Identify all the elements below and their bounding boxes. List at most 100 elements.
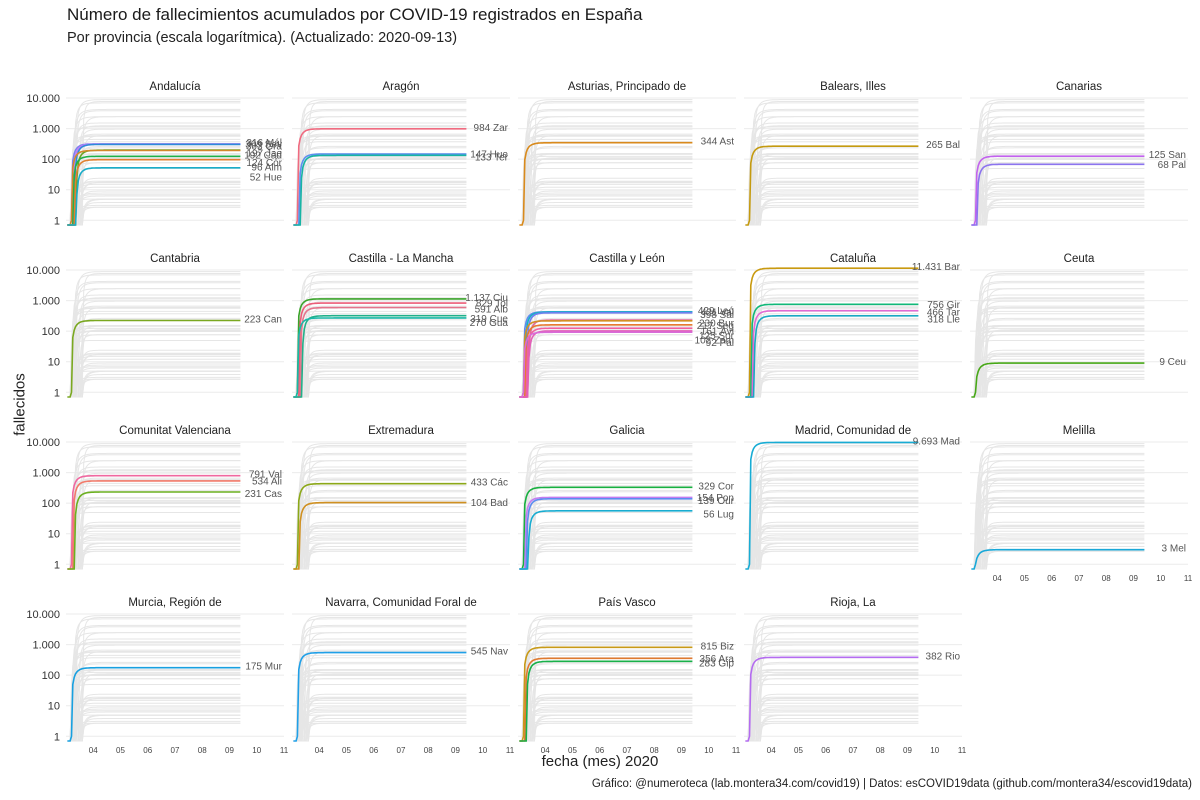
background-series-line (293, 334, 467, 398)
background-series-line (67, 678, 241, 742)
background-series-line (293, 466, 467, 570)
background-series-line (971, 181, 1145, 226)
background-series-line (745, 138, 919, 226)
background-series-line (971, 525, 1145, 570)
background-series-line (293, 720, 467, 742)
background-series-line (971, 472, 1145, 570)
background-series-line (519, 141, 693, 226)
background-series-line (293, 300, 467, 398)
background-series-line (971, 273, 1145, 398)
background-series-line (519, 521, 693, 570)
background-series-line (745, 654, 919, 742)
background-series-line (745, 632, 919, 742)
background-series-line (293, 702, 467, 742)
background-series-line (293, 294, 467, 398)
background-series-line (519, 102, 693, 226)
background-series-line (519, 654, 693, 742)
background-series-line (971, 331, 1145, 398)
background-series-line (519, 699, 693, 742)
panel-cantabria: Cantabria 1 10 100 1.000 10.000 223 Can (26, 253, 284, 399)
background-series-line (293, 297, 467, 398)
background-series-line (67, 454, 241, 570)
series-line-mel (971, 548, 1145, 570)
panel-madrid-comunidad-de: Madrid, Comunidad de9.693 Mad (744, 425, 962, 570)
background-series-line (745, 204, 919, 226)
background-series-line (971, 159, 1145, 226)
background-series-line (519, 650, 693, 742)
background-series-line (67, 122, 241, 226)
panel-title: Melilla (1063, 425, 1096, 437)
background-series-line (519, 678, 693, 742)
background-series-line (67, 536, 241, 570)
background-series-line (67, 102, 241, 226)
background-series-line (67, 479, 241, 570)
background-series-line (745, 538, 919, 570)
series-line-cád (67, 149, 241, 226)
background-series-line (971, 370, 1145, 398)
background-series-line (745, 550, 919, 570)
series-label-val: 791 Val (249, 470, 282, 481)
background-series-line (519, 153, 693, 226)
background-series-line (745, 524, 919, 570)
series-line-sal (519, 311, 693, 398)
background-series-line (293, 157, 467, 226)
background-series-line (971, 526, 1145, 570)
background-series-line (293, 649, 467, 742)
background-series-line (519, 159, 693, 226)
x-tick-label: 06 (369, 746, 378, 755)
background-series-line (745, 186, 919, 226)
background-series-line (67, 661, 241, 742)
x-tick-label: 11 (1184, 574, 1193, 583)
background-series-line (971, 525, 1145, 570)
background-series-line (971, 102, 1145, 226)
background-series-line (519, 128, 693, 226)
background-series-line (745, 699, 919, 742)
background-series-line (67, 527, 241, 570)
background-series-line (67, 542, 241, 570)
background-series-line (519, 353, 693, 398)
background-series-line (745, 669, 919, 742)
x-tick-label: 07 (1075, 574, 1084, 583)
background-series-line (519, 530, 693, 570)
background-series-line (745, 550, 919, 570)
background-series-line (745, 358, 919, 398)
background-series-line (67, 141, 241, 226)
background-series-line (519, 678, 693, 742)
background-series-line (519, 195, 693, 226)
background-series-line (971, 479, 1145, 570)
background-series-line (67, 288, 241, 398)
background-series-line (293, 542, 467, 570)
background-series-line (293, 378, 467, 398)
background-series-line (519, 190, 693, 226)
background-series-line (971, 128, 1145, 226)
y-tick-label: 100 (42, 154, 60, 166)
background-series-line (519, 539, 693, 570)
background-series-line (293, 126, 467, 226)
background-series-line (971, 145, 1145, 226)
background-series-line (971, 271, 1145, 398)
background-series-line (971, 469, 1145, 570)
background-series-line (67, 706, 241, 742)
background-series-line (293, 550, 467, 570)
background-series-line (293, 538, 467, 570)
background-series-line (519, 376, 693, 398)
background-series-line (67, 550, 241, 570)
series-line-ciu (293, 298, 467, 398)
background-series-line (971, 497, 1145, 570)
background-series-line (293, 524, 467, 570)
background-series-line (971, 497, 1145, 570)
background-series-line (971, 274, 1145, 398)
background-series-line (519, 366, 693, 398)
background-series-line (67, 497, 241, 570)
background-series-line (293, 157, 467, 226)
background-series-line (67, 482, 241, 570)
background-series-line (519, 116, 693, 226)
background-series-line (971, 352, 1145, 398)
background-series-line (67, 479, 241, 570)
background-series-line (971, 125, 1145, 226)
series-line-mad (745, 441, 919, 570)
background-series-line (67, 181, 241, 226)
background-series-line (745, 678, 919, 742)
background-series-line (67, 305, 241, 398)
